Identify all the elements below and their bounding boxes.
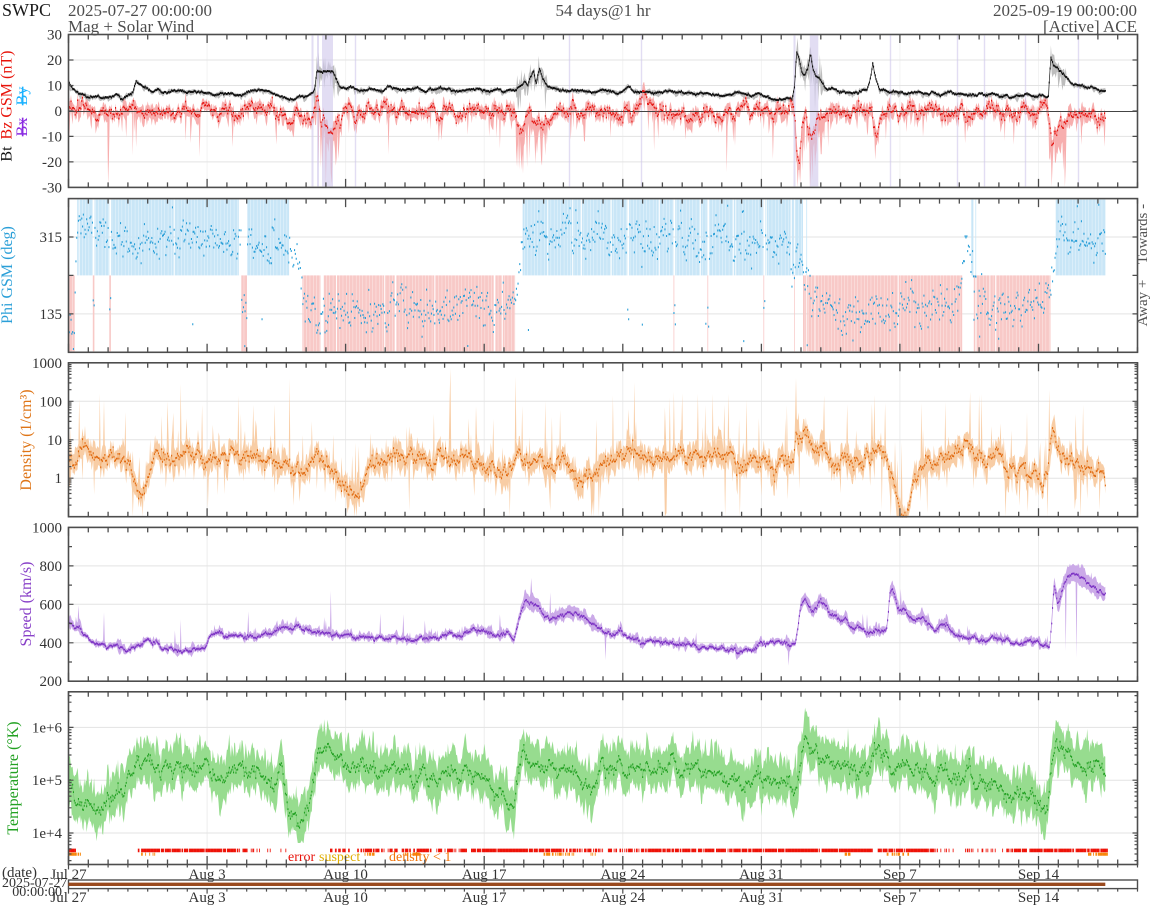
- svg-text:-20: -20: [42, 155, 62, 171]
- svg-text:density < 1: density < 1: [389, 850, 451, 865]
- svg-text:Jul 27: Jul 27: [50, 890, 87, 905]
- svg-text:(date): (date): [2, 865, 37, 881]
- svg-text:Density (1/cm³): Density (1/cm³): [18, 389, 35, 490]
- svg-text:suspect: suspect: [319, 850, 360, 865]
- svg-text:SWPC: SWPC: [2, 0, 51, 20]
- svg-text:100: 100: [40, 394, 63, 410]
- svg-text:Sep 14: Sep 14: [1018, 890, 1060, 905]
- svg-text:Phi GSM (deg): Phi GSM (deg): [0, 226, 16, 324]
- svg-text:Aug 3: Aug 3: [189, 890, 226, 905]
- svg-text:1e+6: 1e+6: [32, 720, 63, 736]
- svg-text:54 days@1 hr: 54 days@1 hr: [556, 1, 651, 20]
- svg-text:Towards -: Towards -: [1135, 204, 1151, 264]
- svg-text:0: 0: [55, 104, 63, 120]
- svg-text:Aug 24: Aug 24: [601, 867, 646, 883]
- svg-text:2025-09-19 00:00:00: 2025-09-19 00:00:00: [993, 1, 1137, 20]
- svg-text:10: 10: [47, 433, 62, 449]
- svg-text:Sep 14: Sep 14: [1018, 867, 1060, 883]
- svg-text:1e+5: 1e+5: [32, 773, 62, 789]
- svg-text:Jul 27: Jul 27: [50, 867, 87, 883]
- svg-text:Aug 31: Aug 31: [739, 867, 784, 883]
- svg-text:1: 1: [55, 471, 63, 487]
- svg-text:00:00:00: 00:00:00: [12, 885, 62, 900]
- svg-text:600: 600: [40, 597, 63, 613]
- svg-text:Away +: Away +: [1135, 280, 1151, 327]
- svg-text:1000: 1000: [32, 356, 62, 372]
- svg-text:error: error: [288, 850, 316, 865]
- svg-text:Bt: Bt: [0, 146, 16, 162]
- svg-text:Aug 10: Aug 10: [323, 890, 368, 905]
- svg-text:Aug 17: Aug 17: [462, 890, 507, 905]
- svg-text:Bx: Bx: [14, 118, 31, 137]
- svg-text:315: 315: [40, 230, 63, 246]
- svg-text:By: By: [14, 87, 31, 106]
- svg-text:200: 200: [40, 674, 63, 690]
- svg-text:Aug 31: Aug 31: [739, 890, 784, 905]
- svg-text:20: 20: [47, 53, 62, 69]
- svg-text:800: 800: [40, 559, 63, 575]
- svg-text:2025-07-27 00:00:00: 2025-07-27 00:00:00: [68, 1, 212, 20]
- svg-text:135: 135: [40, 307, 63, 323]
- svg-text:10: 10: [47, 79, 62, 95]
- svg-text:30: 30: [47, 28, 62, 44]
- svg-text:Aug 3: Aug 3: [189, 867, 226, 883]
- svg-text:Aug 10: Aug 10: [323, 867, 368, 883]
- svg-text:Temperature (°K): Temperature (°K): [5, 721, 22, 834]
- svg-text:2025-07-27: 2025-07-27: [2, 876, 67, 891]
- svg-text:-30: -30: [42, 180, 62, 196]
- svg-text:Speed (km/s): Speed (km/s): [18, 562, 35, 647]
- svg-text:Mag + Solar Wind: Mag + Solar Wind: [68, 17, 195, 36]
- svg-text:1000: 1000: [32, 520, 62, 536]
- svg-text:400: 400: [40, 636, 63, 652]
- svg-text:Aug 24: Aug 24: [601, 890, 646, 905]
- svg-text:-10: -10: [42, 129, 62, 145]
- svg-text:Aug 17: Aug 17: [462, 867, 507, 883]
- svg-text:Sep 7: Sep 7: [883, 890, 917, 905]
- svg-text:1e+4: 1e+4: [32, 826, 63, 842]
- svg-text:Bz GSM (nT): Bz GSM (nT): [0, 51, 16, 140]
- svg-text:[Active] ACE: [Active] ACE: [1043, 17, 1137, 36]
- svg-text:Sep 7: Sep 7: [883, 867, 917, 883]
